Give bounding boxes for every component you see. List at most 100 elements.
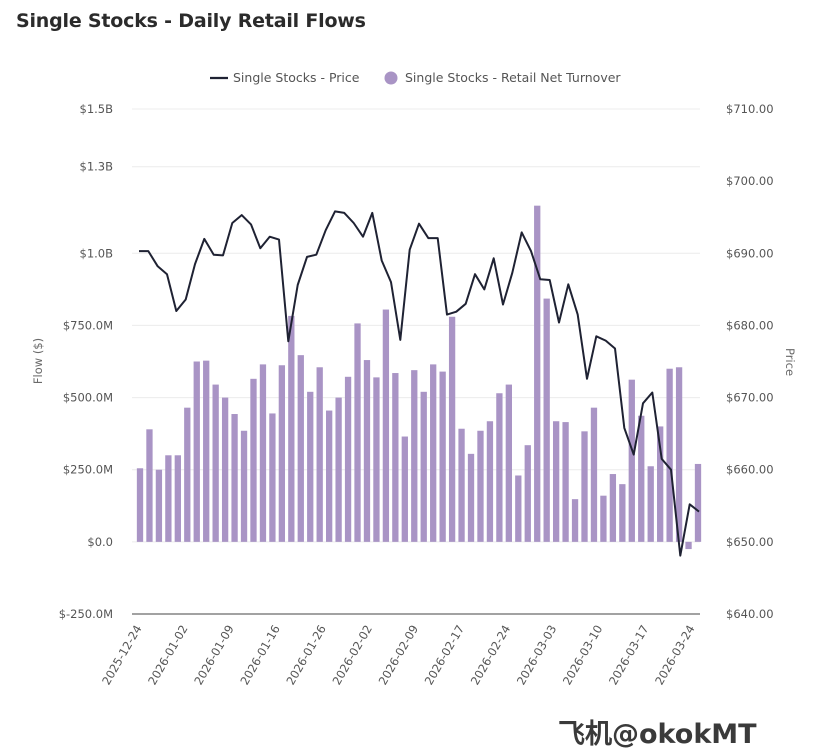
flow-bar	[136, 468, 144, 542]
flow-bar	[496, 393, 503, 542]
flow-bar	[269, 413, 276, 542]
x-tick-label: 2026-03-24	[652, 623, 698, 688]
flow-bar	[326, 410, 333, 542]
flow-bar	[278, 365, 286, 542]
x-tick-label: 2026-01-26	[283, 623, 329, 688]
y2-tick-label: $640.00	[726, 607, 774, 621]
flow-bar	[203, 360, 210, 542]
x-tick-label: 2025-12-24	[99, 623, 145, 688]
price-line-layer	[139, 210, 700, 557]
price-line	[139, 210, 700, 557]
flow-bar	[354, 323, 361, 542]
flow-bar	[581, 431, 588, 542]
flow-bar	[448, 316, 456, 542]
legend-bar-marker	[384, 71, 398, 85]
flow-bar	[515, 475, 522, 542]
flow-bar	[439, 371, 446, 542]
y-tick-label: $750.0M	[63, 318, 113, 332]
x-tick-label: 2026-01-02	[145, 623, 191, 688]
flow-bar	[590, 407, 598, 542]
flow-bars	[136, 205, 702, 550]
flow-bar	[335, 397, 342, 542]
flow-bar	[467, 453, 475, 542]
flow-bar	[638, 415, 645, 542]
flow-bar	[675, 367, 683, 542]
flow-bar	[430, 364, 437, 542]
x-tick-label: 2026-03-03	[514, 623, 560, 688]
flow-bar	[685, 541, 692, 550]
flow-bar	[657, 426, 664, 542]
y2-tick-label: $680.00	[726, 318, 774, 332]
flow-bar	[297, 355, 304, 542]
flow-bar	[146, 429, 153, 542]
y-tick-label: $250.0M	[63, 463, 113, 477]
flow-bar	[373, 377, 380, 542]
flow-bar	[647, 466, 654, 542]
flow-bar	[628, 379, 635, 542]
flow-bar	[165, 455, 172, 542]
flow-bar	[401, 436, 408, 542]
y2-tick-label: $690.00	[726, 246, 774, 260]
flow-bar	[619, 484, 626, 542]
flow-bar	[571, 499, 579, 542]
y2-tick-label: $660.00	[726, 463, 774, 477]
y2-tick-label: $700.00	[726, 174, 774, 188]
y-tick-label: $1.5B	[80, 102, 114, 116]
flow-bar	[193, 361, 200, 542]
flow-bar	[231, 414, 238, 542]
x-tick-label: 2026-02-24	[468, 623, 514, 688]
watermark-text: 飞机@okokMT	[558, 719, 757, 750]
flow-bar	[524, 445, 531, 542]
flow-bar	[184, 407, 191, 542]
flow-bar	[307, 391, 314, 542]
y-tick-label: $500.0M	[63, 391, 113, 405]
x-tick-label: 2026-02-02	[329, 623, 375, 688]
flow-bar	[411, 370, 418, 542]
y2-tick-label: $710.00	[726, 102, 774, 116]
flow-bar	[363, 360, 371, 542]
y-tick-label: $1.3B	[80, 160, 114, 174]
x-tick-label: 2026-02-17	[422, 623, 468, 688]
legend-flow-label: Single Stocks - Retail Net Turnover	[405, 70, 621, 85]
flow-bar	[212, 384, 219, 542]
x-tick-label: 2026-03-10	[560, 623, 606, 688]
y-axis-label: Flow ($)	[31, 338, 45, 384]
flow-bar	[477, 430, 484, 542]
flow-bar	[420, 391, 427, 542]
flow-bar	[221, 397, 229, 542]
flow-bar	[382, 309, 390, 542]
y2-tick-label: $650.00	[726, 535, 774, 549]
flow-bar	[174, 455, 181, 542]
flow-bar	[250, 378, 257, 542]
flow-bar	[666, 368, 673, 542]
flow-bar	[344, 376, 352, 542]
flow-bar	[288, 315, 295, 542]
y2-axis-label: Price	[783, 348, 797, 376]
y2-tick-label: $670.00	[726, 391, 774, 405]
flow-bar	[543, 298, 550, 542]
flow-bar	[505, 384, 512, 542]
flow-bar	[392, 373, 399, 542]
flow-bar	[562, 422, 569, 542]
flow-bar	[552, 421, 560, 542]
y-tick-label: $-250.0M	[59, 607, 113, 621]
y-tick-label: $0.0	[87, 535, 113, 549]
chart-title: Single Stocks - Daily Retail Flows	[16, 10, 366, 32]
flow-bar	[155, 469, 163, 542]
flow-bar	[600, 495, 607, 542]
x-tick-label: 2026-01-09	[191, 623, 237, 688]
flow-bar	[609, 474, 617, 542]
flow-bar	[240, 430, 248, 542]
flow-bar	[458, 428, 465, 542]
y-tick-label: $1.0B	[80, 246, 114, 260]
x-tick-label: 2026-03-17	[606, 623, 652, 688]
x-tick-label: 2026-01-16	[237, 623, 283, 688]
flow-bar	[694, 463, 702, 542]
flow-bar	[259, 364, 267, 542]
flow-bar	[486, 421, 494, 542]
flow-bar	[316, 367, 323, 542]
flow-bar	[534, 205, 541, 542]
legend: Single Stocks - Price Single Stocks - Ret…	[210, 70, 621, 85]
legend-price-label: Single Stocks - Price	[233, 70, 360, 85]
